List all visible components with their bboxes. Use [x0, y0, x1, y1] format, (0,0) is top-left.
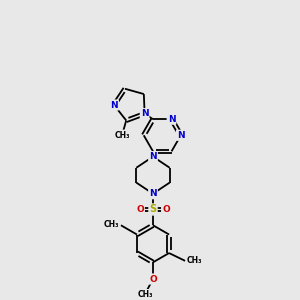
Text: S: S [149, 205, 157, 214]
Text: N: N [149, 152, 157, 161]
Text: N: N [168, 115, 175, 124]
Text: N: N [110, 100, 118, 109]
Text: N: N [149, 189, 157, 198]
Text: CH₃: CH₃ [114, 130, 130, 140]
Text: CH₃: CH₃ [138, 290, 153, 299]
Text: N: N [177, 131, 184, 140]
Text: O: O [162, 205, 170, 214]
Text: CH₃: CH₃ [104, 220, 119, 229]
Text: O: O [136, 205, 144, 214]
Text: O: O [149, 274, 157, 284]
Text: CH₃: CH₃ [187, 256, 202, 265]
Text: N: N [141, 109, 148, 118]
